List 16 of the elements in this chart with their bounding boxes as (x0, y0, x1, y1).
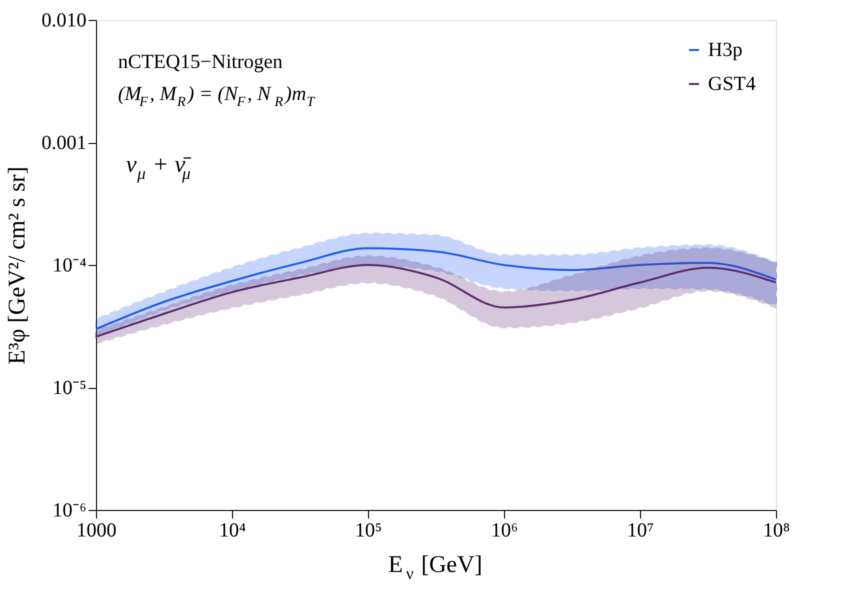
x-tick-label: 10⁸ (763, 520, 790, 542)
x-tick-label: 10⁴ (219, 520, 246, 542)
y-tick-label: 0.010 (42, 10, 86, 32)
y-tick-label: 10⁻⁶ (52, 500, 87, 522)
x-tick-label: 10⁵ (355, 520, 382, 542)
x-tick-label: 10⁷ (627, 520, 654, 542)
annotation: nCTEQ15−Nitrogen (118, 51, 283, 73)
y-tick-label: 0.001 (42, 132, 86, 154)
legend-label: GST4 (708, 73, 756, 95)
x-tick-label: 1000 (76, 520, 116, 542)
x-tick-label: 10⁶ (491, 520, 518, 542)
line-series (95, 264, 777, 338)
y-tick-label: 10⁻⁴ (52, 254, 87, 276)
legend-label: H3p (708, 39, 742, 61)
y-tick-label: 10⁻⁵ (52, 377, 86, 399)
y-axis-title: E³φ [GeV²/ cm² s sr] (4, 166, 30, 365)
